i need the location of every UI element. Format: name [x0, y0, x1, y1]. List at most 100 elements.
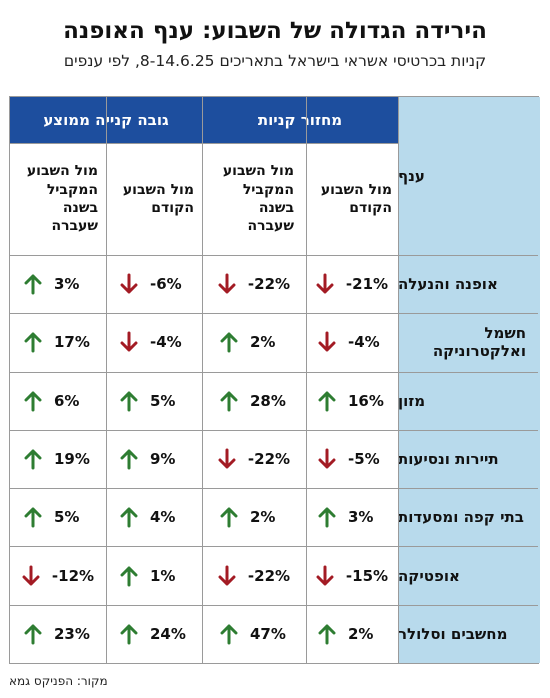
grid-line	[306, 97, 307, 663]
value-label: -4%	[348, 333, 380, 352]
data-cell: 9%	[106, 430, 202, 488]
data-cell: 5%	[106, 372, 202, 430]
value-label: 16%	[348, 391, 384, 410]
category-label: מחשבים וסלולר	[398, 604, 540, 663]
category-label: בתי קפה ומסעדות	[398, 488, 540, 547]
value-label: 3%	[54, 275, 80, 294]
arrow-up-icon	[120, 391, 138, 412]
data-cell: -4%	[106, 313, 202, 371]
grid-line	[10, 488, 538, 490]
chart-title: הירידה הגדולה של השבוע: ענף האופנה	[63, 18, 487, 44]
data-cell: 23%	[10, 605, 106, 663]
arrow-down-icon	[218, 565, 236, 586]
data-cell: 6%	[10, 372, 106, 430]
arrow-up-icon	[24, 332, 42, 353]
arrow-up-icon	[120, 507, 138, 528]
corner-label: ענף	[398, 97, 540, 255]
grid-line	[106, 97, 107, 663]
value-label: -21%	[345, 275, 389, 294]
arrow-up-icon	[220, 391, 238, 412]
grid-line	[10, 313, 538, 315]
value-label: -22%	[247, 566, 291, 585]
category-label: חשמל ואלקטרוניקה	[398, 313, 540, 372]
grid-line	[10, 546, 538, 548]
data-cell: -15%	[306, 546, 398, 604]
data-cell: -5%	[306, 430, 398, 488]
value-label: 2%	[250, 333, 276, 352]
value-label: 1%	[150, 566, 176, 585]
data-cell: -4%	[306, 313, 398, 371]
data-cell: 2%	[202, 488, 306, 546]
arrow-down-icon	[120, 273, 138, 294]
value-label: -12%	[51, 566, 95, 585]
data-cell: -22%	[202, 255, 306, 313]
data-cell: -12%	[10, 546, 106, 604]
arrow-up-icon	[24, 391, 42, 412]
data-cell: 16%	[306, 372, 398, 430]
arrow-up-icon	[24, 274, 42, 295]
value-label: 47%	[250, 624, 286, 643]
value-label: 23%	[54, 624, 90, 643]
arrow-up-icon	[318, 391, 336, 412]
value-label: 4%	[150, 508, 176, 527]
value-label: 24%	[150, 624, 186, 643]
value-label: -22%	[247, 275, 291, 294]
arrow-down-icon	[316, 565, 334, 586]
value-label: -6%	[150, 275, 182, 294]
data-cell: -6%	[106, 255, 202, 313]
data-table: ענף מחזור קניות מול השבוע הקודם מול השבוע ה…	[9, 96, 540, 664]
value-label: 9%	[150, 449, 176, 468]
arrow-up-icon	[120, 566, 138, 587]
data-cell: 47%	[202, 605, 306, 663]
data-cell: 5%	[10, 488, 106, 546]
arrow-up-icon	[24, 507, 42, 528]
arrow-up-icon	[220, 332, 238, 353]
arrow-down-icon	[218, 448, 236, 469]
value-label: -15%	[345, 566, 389, 585]
arrow-down-icon	[318, 331, 336, 352]
category-label: תיירות ונסיעות	[398, 429, 540, 489]
value-label: -5%	[348, 449, 380, 468]
grid-line	[202, 97, 203, 663]
arrow-down-icon	[120, 331, 138, 352]
arrow-up-icon	[220, 507, 238, 528]
arrow-up-icon	[220, 624, 238, 645]
arrow-up-icon	[318, 507, 336, 528]
value-label: 28%	[250, 391, 286, 410]
arrow-down-icon	[318, 448, 336, 469]
value-label: 17%	[54, 333, 90, 352]
value-label: -22%	[247, 449, 291, 468]
data-cell: 2%	[306, 605, 398, 663]
category-label: אופטיקה	[398, 546, 540, 605]
arrow-up-icon	[120, 449, 138, 470]
grid-line	[10, 604, 538, 606]
arrow-up-icon	[318, 624, 336, 645]
category-label: אופנה והנעלה	[398, 255, 540, 314]
column-header: מול השבוע המקביל בשנה שעברה	[222, 163, 294, 235]
value-label: 5%	[54, 508, 80, 527]
data-cell: -22%	[202, 546, 306, 604]
value-label: 2%	[250, 508, 276, 527]
arrow-up-icon	[24, 449, 42, 470]
grid-line	[398, 97, 399, 663]
value-label: 6%	[54, 391, 80, 410]
data-cell: 24%	[106, 605, 202, 663]
arrow-up-icon	[24, 624, 42, 645]
grid-line	[10, 429, 538, 431]
data-cell: -21%	[306, 255, 398, 313]
column-header: מול השבוע הקודם	[122, 181, 194, 216]
data-cell: 3%	[10, 255, 106, 313]
data-cell: 19%	[10, 430, 106, 488]
data-cell: 2%	[202, 313, 306, 371]
group-header: מחזור קניות	[202, 97, 398, 143]
column-header: מול השבוע הקודם	[320, 181, 392, 216]
data-cell: 17%	[10, 313, 106, 371]
value-label: 19%	[54, 449, 90, 468]
data-cell: 4%	[106, 488, 202, 546]
arrow-down-icon	[22, 565, 40, 586]
arrow-up-icon	[120, 624, 138, 645]
grid-line	[10, 371, 538, 373]
value-label: 2%	[348, 624, 374, 643]
column-header: מול השבוע המקביל בשנה שעברה	[26, 163, 98, 235]
value-label: 5%	[150, 391, 176, 410]
